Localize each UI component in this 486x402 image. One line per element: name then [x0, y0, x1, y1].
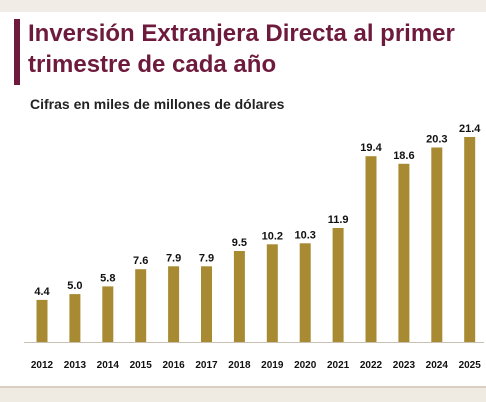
chart-subtitle: Cifras en miles de millones de dólares — [30, 96, 285, 112]
bar-2015 — [135, 269, 147, 342]
x-tick-2015: 2015 — [130, 360, 153, 371]
bar-2020 — [299, 243, 311, 342]
top-strip — [0, 0, 486, 12]
data-label-2015: 7.6 — [133, 255, 148, 267]
data-label-2012: 4.4 — [34, 286, 50, 298]
data-label-2017: 7.9 — [199, 252, 214, 264]
data-label-2013: 5.0 — [67, 280, 82, 292]
bar-2018 — [233, 251, 245, 342]
data-label-2019: 10.2 — [262, 230, 283, 242]
x-tick-2014: 2014 — [97, 360, 120, 371]
bar-2014 — [102, 286, 114, 342]
data-label-2018: 9.5 — [232, 237, 247, 249]
x-tick-2012: 2012 — [31, 360, 54, 371]
x-tick-2020: 2020 — [294, 360, 317, 371]
data-label-2016: 7.9 — [166, 252, 181, 264]
bar-2021 — [332, 228, 344, 342]
bar-2016 — [168, 266, 180, 342]
bar-2013 — [69, 294, 81, 342]
x-tick-2025: 2025 — [459, 360, 482, 371]
bar-2022 — [365, 156, 377, 342]
bar-2012 — [36, 299, 48, 342]
data-label-2022: 19.4 — [360, 142, 382, 154]
data-label-2020: 10.3 — [294, 229, 315, 241]
x-tick-2018: 2018 — [228, 360, 251, 371]
bottom-divider — [0, 386, 486, 388]
x-tick-2017: 2017 — [195, 360, 218, 371]
page-title: Inversión Extranjera Directa al primer t… — [28, 20, 455, 78]
x-tick-2023: 2023 — [393, 360, 416, 371]
bar-2025 — [464, 137, 476, 342]
bar-2023 — [398, 163, 410, 342]
bar-2017 — [201, 266, 212, 342]
bar-2019 — [266, 244, 278, 342]
data-label-2025: 21.4 — [459, 123, 481, 135]
data-label-2021: 11.9 — [328, 214, 349, 226]
x-tick-2016: 2016 — [162, 360, 185, 371]
bottom-strip — [0, 386, 486, 402]
data-label-2024: 20.3 — [426, 134, 447, 146]
title-accent-bar — [14, 19, 20, 85]
x-tick-2013: 2013 — [64, 360, 87, 371]
data-label-2023: 18.6 — [393, 150, 414, 162]
x-tick-2019: 2019 — [261, 360, 284, 371]
x-tick-2021: 2021 — [327, 360, 350, 371]
bar-2024 — [431, 147, 443, 342]
data-label-2014: 5.8 — [100, 272, 115, 284]
x-tick-2022: 2022 — [360, 360, 383, 371]
x-tick-2024: 2024 — [426, 360, 449, 371]
